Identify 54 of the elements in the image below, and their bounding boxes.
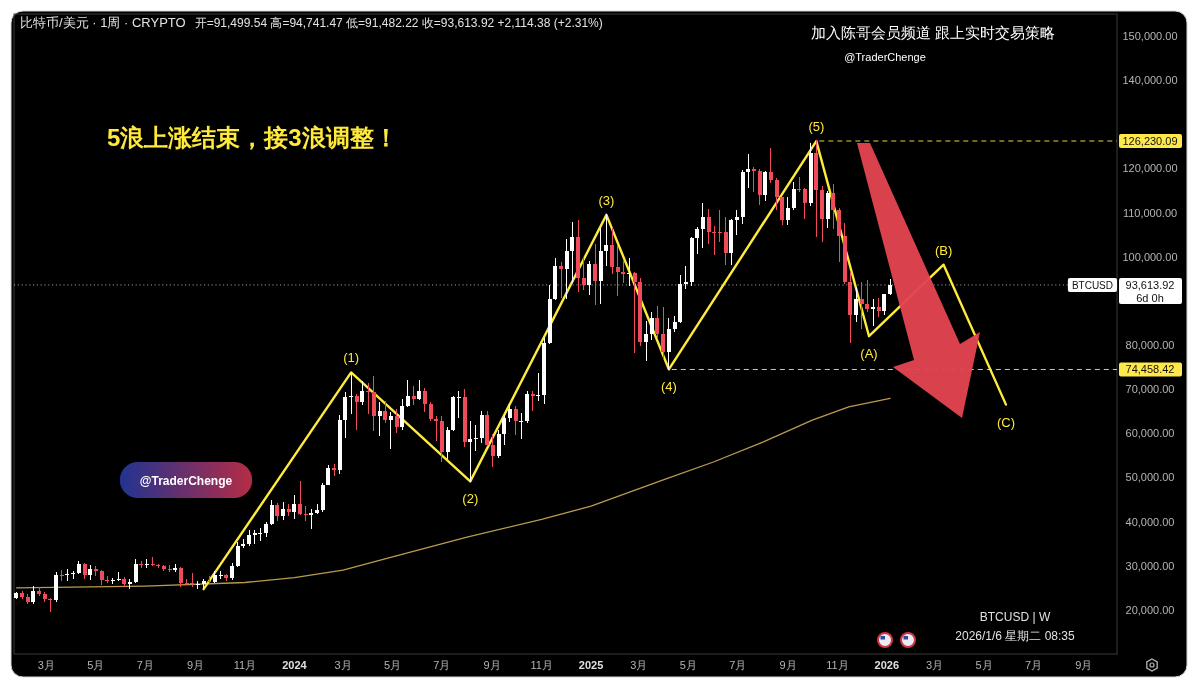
y-tick-label: 40,000.00: [1125, 515, 1175, 528]
ref-line-label: 93,613.92 6d 0h: [1125, 278, 1175, 304]
x-tick-label: 7月: [729, 659, 747, 671]
x-tick-label: 11月: [826, 659, 849, 671]
y-tick-label: 140,000.00: [1122, 74, 1178, 87]
x-tick-label: 11月: [233, 659, 257, 671]
annotation: (2): [462, 491, 479, 507]
y-tick-label: 120,000.00: [1122, 162, 1178, 175]
annotation: BTCUSD | W: [979, 610, 1051, 624]
x-tick-label: 2025: [578, 659, 604, 671]
annotation: (1): [343, 350, 360, 366]
x-tick-label: 5月: [679, 659, 697, 671]
x-tick-label: 11月: [530, 659, 553, 671]
y-tick-label: 60,000.00: [1125, 427, 1175, 440]
y-tick-label: 50,000.00: [1125, 471, 1175, 484]
x-tick-label: 9月: [483, 659, 501, 671]
annotation: (B): [934, 242, 953, 258]
y-tick-label: 70,000.00: [1125, 383, 1175, 396]
y-tick-label: 20,000.00: [1125, 603, 1175, 616]
x-tick-label: 2026: [874, 659, 900, 671]
x-tick-label: 2024: [282, 659, 308, 671]
x-tick-label: 5月: [975, 659, 993, 671]
x-tick-label: 3月: [37, 659, 55, 671]
annotation: 5浪上涨结束，接3浪调整！: [107, 124, 398, 151]
y-tick-label: 30,000.00: [1125, 559, 1175, 572]
x-tick-label: 5月: [87, 659, 105, 671]
annotation: (5): [808, 119, 825, 135]
annotation: (3): [598, 192, 615, 208]
annotation: @TraderChenge: [844, 51, 926, 63]
y-tick-label: 150,000.00: [1122, 30, 1178, 43]
chart-title: 比特币/美元 · 1周 · CRYPTO: [20, 15, 186, 30]
annotation: BTCUSD: [1071, 279, 1113, 291]
annotation: @TraderChenge: [139, 474, 233, 488]
annotation: 2026/1/6 星期二 08:35: [955, 629, 1076, 643]
x-tick-label: 9月: [186, 659, 205, 671]
y-tick-label: 110,000.00: [1122, 206, 1178, 219]
annotation: (C): [996, 414, 1015, 430]
y-tick-label: 100,000.00: [1122, 250, 1178, 263]
x-tick-label: 9月: [1075, 659, 1093, 671]
x-tick-label: 3月: [334, 659, 352, 671]
annotation: (A): [860, 346, 878, 362]
annotation: 加入陈哥会员频道 跟上实时交易策略: [810, 24, 1056, 41]
x-tick-label: 9月: [779, 659, 797, 671]
chart-subtitle: 开=91,499.54 高=94,741.47 低=91,482.22 收=93,613.92 +2,114.38 (+2.31%): [194, 16, 603, 30]
ref-line-label: 74,458.42: [1125, 363, 1175, 376]
x-tick-label: 3月: [630, 659, 648, 671]
x-tick-label: 7月: [433, 659, 451, 671]
annotation: (4): [660, 379, 677, 395]
x-tick-label: 7月: [136, 659, 154, 671]
x-tick-label: 5月: [383, 659, 402, 671]
x-tick-label: 3月: [926, 659, 944, 671]
ref-line-label: 126,230.09: [1122, 134, 1178, 147]
y-tick-label: 80,000.00: [1125, 339, 1175, 352]
x-tick-label: 7月: [1024, 659, 1043, 671]
